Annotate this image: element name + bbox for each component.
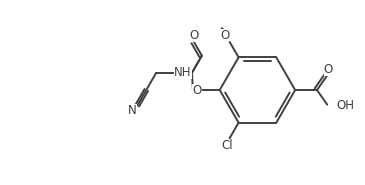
Text: NH: NH (174, 66, 192, 79)
Text: O: O (220, 29, 229, 42)
Text: O: O (192, 83, 201, 97)
Text: N: N (128, 104, 137, 117)
Text: O: O (189, 29, 199, 42)
Text: OH: OH (336, 99, 354, 112)
Text: O: O (324, 63, 333, 76)
Text: Cl: Cl (222, 139, 234, 152)
